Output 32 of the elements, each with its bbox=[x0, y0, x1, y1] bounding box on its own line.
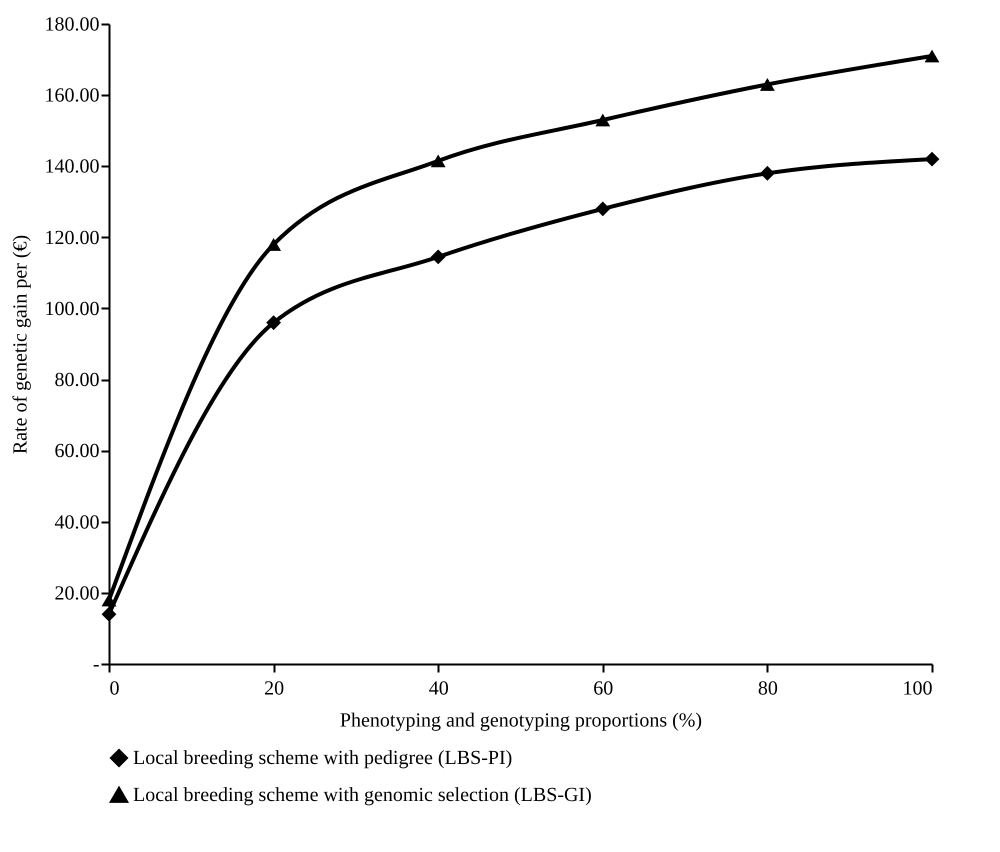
point bbox=[760, 166, 775, 181]
x-tick-label: 100 bbox=[902, 678, 932, 700]
x-tick-label: 60 bbox=[593, 678, 614, 700]
x-axis-title: Phenotyping and genotyping proportions (%) bbox=[340, 710, 702, 732]
point bbox=[760, 78, 775, 91]
point bbox=[924, 50, 940, 62]
x-tick-label: 0 bbox=[110, 678, 120, 700]
y-tick-label: 40.00 bbox=[54, 511, 100, 534]
x-tick-label: 40 bbox=[428, 678, 449, 700]
y-tick-label: 60.00 bbox=[54, 440, 100, 462]
point bbox=[595, 114, 610, 126]
point bbox=[266, 238, 282, 251]
y-tick-label: 160.00 bbox=[44, 84, 100, 107]
y-tick-label: 80.00 bbox=[54, 369, 100, 392]
point bbox=[595, 201, 610, 216]
point bbox=[924, 152, 940, 167]
y-tick-label: 120.00 bbox=[44, 226, 100, 249]
y-tick-label: 100.00 bbox=[44, 298, 100, 320]
y-tick-label: - bbox=[92, 654, 100, 676]
x-tick-label: 20 bbox=[264, 678, 284, 700]
point bbox=[102, 606, 116, 622]
point bbox=[430, 154, 446, 168]
x-tick-label: 80 bbox=[758, 678, 778, 700]
legend-label: Local breeding scheme with genomic selection (LBS-GI) bbox=[133, 784, 592, 806]
y-tick-label: 140.00 bbox=[44, 156, 100, 178]
legend-label: Local breeding scheme with pedigree (LBS-PI) bbox=[133, 747, 512, 769]
point bbox=[266, 315, 282, 330]
y-axis-title: Rate of genetic gain per (€) bbox=[10, 234, 32, 454]
point bbox=[430, 249, 446, 264]
y-tick-label: 20.00 bbox=[54, 582, 100, 604]
y-tick-label: 180.00 bbox=[44, 14, 100, 36]
point bbox=[102, 594, 116, 606]
